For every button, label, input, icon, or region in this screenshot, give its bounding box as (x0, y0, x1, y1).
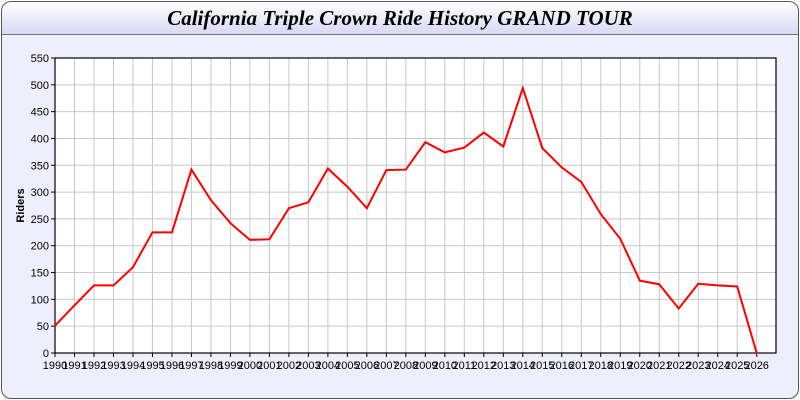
data-point (521, 87, 524, 90)
x-tick-label: 2015 (530, 360, 554, 372)
x-tick-label: 2014 (511, 360, 535, 372)
data-point (92, 284, 95, 287)
data-point (365, 207, 368, 210)
x-tick-label: 2000 (238, 360, 262, 372)
data-point (716, 284, 719, 287)
x-tick-label: 2011 (452, 360, 476, 372)
data-point (424, 141, 427, 144)
data-point (307, 201, 310, 204)
data-point (755, 352, 758, 354)
data-point (151, 231, 154, 234)
data-point (560, 166, 563, 169)
data-point (697, 282, 700, 285)
data-point (404, 168, 407, 171)
data-point (736, 285, 739, 288)
x-tick-label: 1994 (121, 360, 145, 372)
data-point (112, 284, 115, 287)
y-tick-label: 450 (31, 107, 49, 119)
x-tick-label: 2002 (277, 360, 301, 372)
data-point (638, 279, 641, 282)
x-tick-label: 1998 (199, 360, 223, 372)
x-tick-label: 2024 (705, 360, 729, 372)
title-bar: California Triple Crown Ride History GRA… (2, 2, 798, 35)
data-point (248, 238, 251, 241)
data-point (463, 146, 466, 149)
data-point (73, 304, 76, 307)
x-tick-label: 2012 (472, 360, 496, 372)
x-tick-label: 2005 (335, 360, 359, 372)
data-point (190, 168, 193, 171)
x-tick-label: 1992 (82, 360, 106, 372)
x-tick-label: 2020 (628, 360, 652, 372)
data-point (229, 222, 232, 225)
data-point (619, 237, 622, 240)
x-tick-label: 2010 (433, 360, 457, 372)
y-tick-label: 100 (31, 294, 49, 306)
y-tick-label: 0 (43, 348, 49, 360)
y-tick-label: 400 (31, 133, 49, 145)
x-tick-label: 2025 (725, 360, 749, 372)
x-tick-label: 2004 (316, 360, 340, 372)
data-point (541, 147, 544, 150)
plot-area (55, 58, 776, 353)
x-tick-label: 2013 (491, 360, 515, 372)
y-tick-label: 500 (31, 80, 49, 92)
data-point (346, 185, 349, 188)
y-tick-label: 550 (31, 53, 49, 65)
data-point (677, 307, 680, 310)
y-tick-label: 250 (31, 214, 49, 226)
x-tick-label: 2026 (744, 360, 768, 372)
data-point (287, 207, 290, 210)
x-tick-label: 1997 (179, 360, 203, 372)
x-tick-label: 2018 (589, 360, 613, 372)
x-tick-label: 2021 (647, 360, 671, 372)
x-tick-label: 2001 (257, 360, 281, 372)
data-point (268, 238, 271, 241)
y-axis-label: Riders (15, 188, 27, 222)
x-tick-label: 1993 (101, 360, 125, 372)
data-point (580, 180, 583, 183)
x-tick-label: 2008 (394, 360, 418, 372)
x-tick-label: 2007 (374, 360, 398, 372)
x-tick-label: 1990 (43, 360, 67, 372)
y-tick-label: 150 (31, 268, 49, 280)
data-point (599, 213, 602, 216)
data-point (54, 324, 56, 327)
data-point (170, 231, 173, 234)
x-tick-label: 2006 (355, 360, 379, 372)
data-point (443, 151, 446, 154)
data-point (482, 131, 485, 134)
y-tick-label: 50 (37, 321, 49, 333)
x-tick-label: 2019 (608, 360, 632, 372)
x-tick-label: 2009 (413, 360, 437, 372)
x-tick-label: 1999 (218, 360, 242, 372)
x-tick-label: 2022 (666, 360, 690, 372)
x-tick-label: 2023 (686, 360, 710, 372)
x-tick-label: 2016 (550, 360, 574, 372)
data-point (385, 169, 388, 172)
plot-border (54, 57, 777, 354)
data-point (131, 266, 134, 269)
data-point (502, 145, 505, 148)
y-tick-label: 350 (31, 160, 49, 172)
x-tick-label: 2017 (569, 360, 593, 372)
x-tick-label: 1991 (62, 360, 86, 372)
data-point (326, 167, 329, 170)
data-point (658, 283, 661, 286)
y-tick-label: 200 (31, 241, 49, 253)
data-point (209, 199, 212, 202)
x-tick-label: 2003 (296, 360, 320, 372)
y-tick-label: 300 (31, 187, 49, 199)
x-tick-label: 1995 (140, 360, 164, 372)
chart-title: California Triple Crown Ride History GRA… (167, 6, 633, 30)
x-tick-label: 1996 (160, 360, 184, 372)
